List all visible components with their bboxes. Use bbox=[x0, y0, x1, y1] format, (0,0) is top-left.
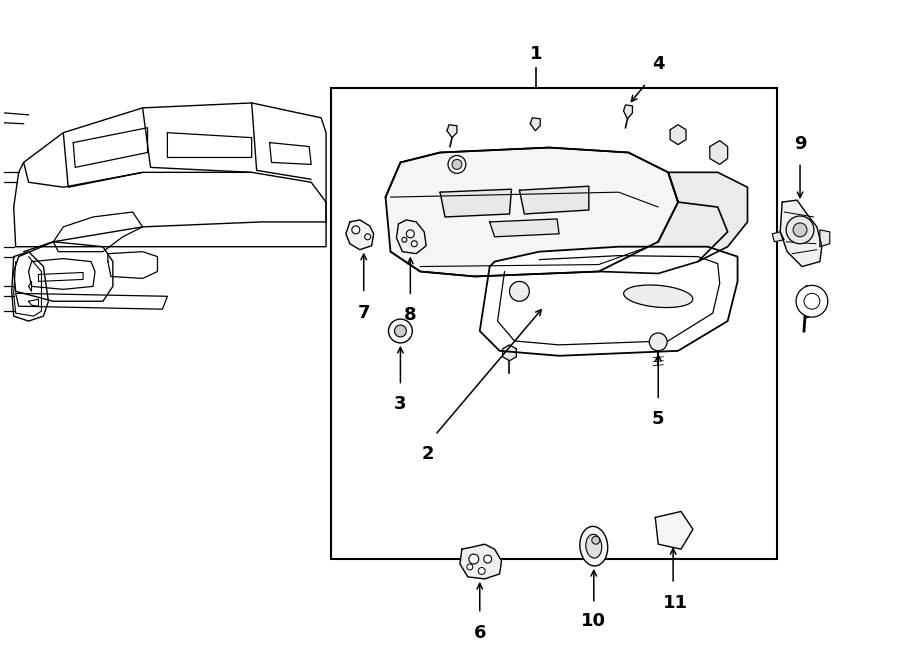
Text: 2: 2 bbox=[422, 445, 435, 463]
Circle shape bbox=[389, 319, 412, 343]
Text: 4: 4 bbox=[652, 55, 664, 73]
Bar bbox=[331, 88, 778, 559]
Circle shape bbox=[467, 564, 472, 570]
Polygon shape bbox=[820, 230, 830, 247]
Circle shape bbox=[411, 241, 418, 247]
Circle shape bbox=[448, 155, 466, 173]
Polygon shape bbox=[624, 105, 633, 119]
Polygon shape bbox=[346, 220, 374, 250]
Polygon shape bbox=[772, 232, 784, 242]
Polygon shape bbox=[447, 125, 457, 137]
Polygon shape bbox=[460, 544, 501, 579]
Polygon shape bbox=[385, 147, 727, 276]
Circle shape bbox=[352, 226, 360, 234]
Text: 9: 9 bbox=[794, 134, 806, 153]
Text: 3: 3 bbox=[394, 395, 407, 413]
Polygon shape bbox=[519, 186, 589, 214]
Text: 7: 7 bbox=[357, 304, 370, 322]
Circle shape bbox=[394, 325, 407, 337]
Circle shape bbox=[483, 555, 491, 563]
Circle shape bbox=[509, 282, 529, 301]
Circle shape bbox=[787, 216, 814, 244]
Polygon shape bbox=[397, 220, 427, 254]
Polygon shape bbox=[780, 200, 822, 266]
Circle shape bbox=[796, 286, 828, 317]
Circle shape bbox=[364, 234, 371, 240]
Text: 5: 5 bbox=[652, 410, 664, 428]
Polygon shape bbox=[440, 189, 511, 217]
Polygon shape bbox=[490, 219, 559, 237]
Circle shape bbox=[402, 237, 407, 242]
Polygon shape bbox=[530, 118, 540, 131]
Ellipse shape bbox=[586, 534, 602, 558]
Text: 6: 6 bbox=[473, 623, 486, 642]
Text: 11: 11 bbox=[662, 594, 688, 612]
Circle shape bbox=[649, 333, 667, 351]
Polygon shape bbox=[385, 147, 678, 276]
Text: 8: 8 bbox=[404, 306, 417, 324]
Text: 10: 10 bbox=[581, 611, 607, 630]
Ellipse shape bbox=[624, 285, 693, 307]
Circle shape bbox=[452, 159, 462, 169]
Circle shape bbox=[469, 554, 479, 564]
Polygon shape bbox=[710, 141, 727, 165]
Circle shape bbox=[804, 293, 820, 309]
Text: 1: 1 bbox=[530, 45, 543, 63]
Circle shape bbox=[592, 536, 599, 544]
Circle shape bbox=[793, 223, 807, 237]
Polygon shape bbox=[658, 173, 748, 262]
Polygon shape bbox=[655, 512, 693, 549]
Polygon shape bbox=[670, 125, 686, 145]
Ellipse shape bbox=[580, 526, 608, 566]
Polygon shape bbox=[480, 247, 738, 356]
Circle shape bbox=[478, 568, 485, 574]
Polygon shape bbox=[502, 345, 517, 361]
Circle shape bbox=[407, 230, 414, 238]
